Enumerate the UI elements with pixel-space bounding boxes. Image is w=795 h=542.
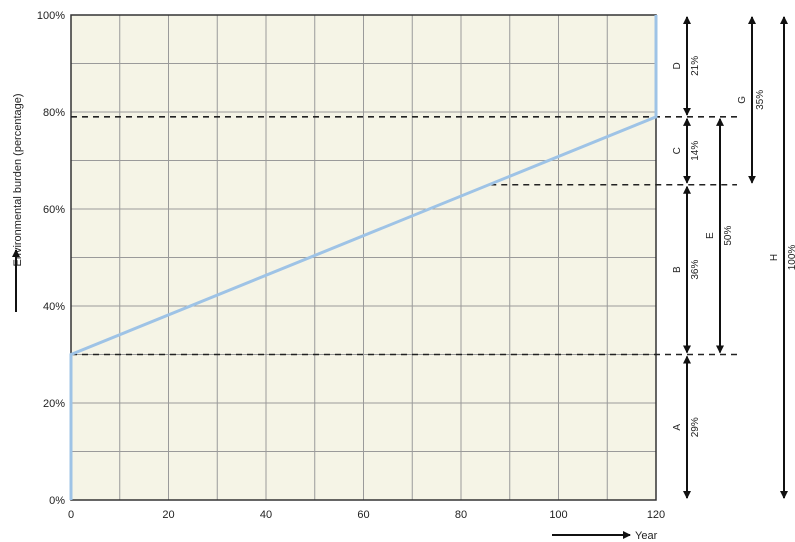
- segment-percent: 35%: [755, 90, 766, 110]
- y-tick-labels: 0% 20% 40% 60% 80% 100%: [37, 10, 65, 507]
- y-tick-label: 60%: [43, 204, 65, 216]
- y-tick-label: 100%: [37, 10, 65, 22]
- segment-letter: C: [672, 147, 683, 154]
- series-group: [69, 15, 658, 500]
- y-axis-title: Environmental burden (percentage): [12, 93, 24, 266]
- segment-letter: D: [672, 62, 683, 69]
- segment-annotations: D 21% C 14% B 36% A 29% E 50% G 35% H 100%: [672, 16, 795, 499]
- segment-letter: E: [705, 232, 716, 239]
- segment-percent: 29%: [690, 417, 701, 437]
- x-tick-labels: 0 20 40 60 80 100 120: [68, 509, 665, 521]
- segment-letter: G: [737, 96, 748, 104]
- x-tick-label: 80: [455, 509, 467, 521]
- x-tick-label: 0: [68, 509, 74, 521]
- segment-percent: 100%: [787, 245, 795, 271]
- y-tick-label: 0%: [49, 495, 65, 507]
- x-tick-label: 40: [260, 509, 272, 521]
- grid-lines: [71, 15, 656, 500]
- x-tick-label: 120: [647, 509, 665, 521]
- segment-letter: A: [672, 424, 683, 431]
- x-tick-label: 100: [549, 509, 567, 521]
- segment-letter: H: [769, 254, 780, 261]
- series-line: [69, 15, 658, 500]
- reference-lines: [71, 116, 737, 356]
- x-tick-label: 20: [162, 509, 174, 521]
- plot-frame: [70, 14, 657, 501]
- segment-percent: 50%: [723, 226, 734, 246]
- y-tick-label: 20%: [43, 398, 65, 410]
- segment-letter: B: [672, 266, 683, 273]
- segment-percent: 36%: [690, 260, 701, 280]
- x-tick-label: 60: [357, 509, 369, 521]
- y-tick-label: 40%: [43, 301, 65, 313]
- x-axis-title: Year: [635, 530, 658, 542]
- y-tick-label: 80%: [43, 107, 65, 119]
- segment-percent: 21%: [690, 56, 701, 76]
- segment-percent: 14%: [690, 141, 701, 161]
